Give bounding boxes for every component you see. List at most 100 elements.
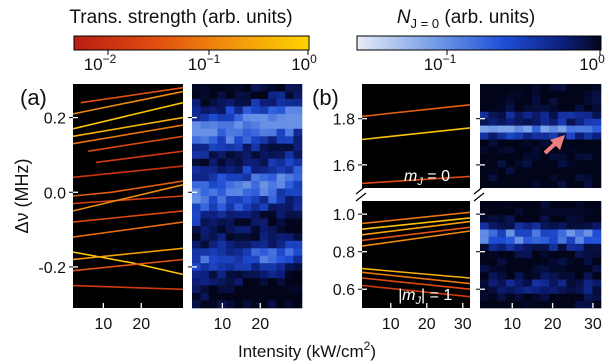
axis-break-marks xyxy=(355,185,604,202)
heatmap-cell xyxy=(285,121,294,130)
heatmap-cell xyxy=(505,160,515,168)
panel-label-b: (b) xyxy=(312,85,339,110)
heatmap-cell xyxy=(480,139,489,147)
heatmap-cell xyxy=(259,248,269,257)
heatmap-cell xyxy=(276,166,286,174)
heatmap-cell xyxy=(505,153,515,161)
heatmap-cell xyxy=(583,300,593,309)
heatmap-cell xyxy=(242,218,252,227)
heatmap-cell xyxy=(575,279,584,287)
heatmap-cell xyxy=(268,240,277,249)
heatmap-cell xyxy=(208,181,218,189)
heatmap-cell xyxy=(540,90,550,99)
heatmap-cell xyxy=(514,174,524,182)
x-tick-label: 10 xyxy=(213,316,231,333)
heatmap-cell xyxy=(592,174,602,182)
heatmap-cell xyxy=(592,167,602,175)
heatmap-cell xyxy=(592,118,602,126)
heatmap-cell xyxy=(592,201,602,209)
heatmap-cell xyxy=(557,90,567,99)
y-tick-label: 1.8 xyxy=(333,112,355,129)
panel-label-a: (a) xyxy=(20,85,47,110)
heatmap-cell xyxy=(575,153,584,161)
heatmap-cell xyxy=(505,258,515,266)
heatmap-cell xyxy=(268,285,277,294)
heatmap-cell xyxy=(225,136,235,145)
transition-line xyxy=(88,135,183,152)
heatmap-cell xyxy=(480,84,489,92)
heatmap-cell xyxy=(505,167,515,175)
heatmap-cell xyxy=(242,106,252,115)
heatmap-cell xyxy=(234,270,244,279)
heatmap-cell xyxy=(285,84,294,92)
heatmap-cell xyxy=(225,84,235,92)
heatmap-cell xyxy=(514,243,524,252)
heatmap-cell xyxy=(285,293,294,301)
transition-line xyxy=(73,195,183,205)
heatmap-cell xyxy=(242,166,252,174)
heatmap-cell xyxy=(200,173,210,182)
heatmap-cell xyxy=(200,181,210,189)
heatmap-cell xyxy=(592,215,602,223)
heatmap-cell xyxy=(268,263,277,271)
heatmap-cell xyxy=(531,181,541,189)
heatmap-cell xyxy=(234,293,244,301)
heatmap-cell xyxy=(531,215,541,223)
heatmap-cell xyxy=(480,132,489,140)
heatmap-cell xyxy=(514,146,524,154)
heatmap-cell xyxy=(575,201,584,209)
heatmap-cell xyxy=(557,146,567,154)
heatmap-cell xyxy=(514,293,524,302)
heatmap-cell xyxy=(225,98,235,107)
heatmap-cell xyxy=(217,91,227,100)
heatmap-cell xyxy=(583,181,593,189)
heatmap-cell xyxy=(488,236,498,245)
heatmap-cell xyxy=(242,293,252,301)
heatmap-cell xyxy=(242,240,252,249)
heatmap-cell xyxy=(259,255,269,264)
heatmap-cell xyxy=(505,90,515,99)
heatmap-cell xyxy=(208,173,218,182)
heatmap-cell xyxy=(566,265,576,273)
heatmap-cell xyxy=(200,106,210,115)
heatmap-cell xyxy=(540,174,550,182)
heatmap-cell xyxy=(592,293,602,302)
heatmap-cell xyxy=(583,160,593,168)
heatmap-cell xyxy=(523,286,533,294)
heatmap-cell xyxy=(225,210,235,219)
heatmap-cell xyxy=(514,167,524,175)
heatmap-cell xyxy=(540,125,550,133)
heatmap-cell xyxy=(557,250,567,259)
heatmap-cell xyxy=(242,151,252,159)
heatmap-cell xyxy=(285,128,294,137)
heatmap-cell xyxy=(505,125,515,133)
heatmap-cell xyxy=(583,153,593,161)
heatmap-cell xyxy=(225,188,235,197)
heatmap-cell xyxy=(234,181,244,189)
heatmap-cell xyxy=(531,132,541,140)
heatmap-cell xyxy=(200,270,210,279)
heatmap-cell xyxy=(557,84,567,92)
heatmap-cell xyxy=(259,173,269,182)
heatmap-cell xyxy=(192,196,201,204)
heatmap-cell xyxy=(208,233,218,242)
heatmap-cell xyxy=(217,151,227,159)
heatmap-cell xyxy=(505,229,515,237)
heatmap-cell xyxy=(217,128,227,137)
heatmap-cell xyxy=(531,174,541,182)
heatmap-cell xyxy=(575,258,584,266)
heatmap-cell xyxy=(285,255,294,264)
heatmap-cell xyxy=(242,136,252,145)
heatmap-cell xyxy=(566,84,576,92)
heatmap-cell xyxy=(276,285,286,294)
heatmap-cell xyxy=(268,278,277,286)
heatmap-cell xyxy=(200,128,210,137)
heatmap-cell xyxy=(488,160,498,168)
heatmap-cell xyxy=(514,104,524,112)
heatmap-cell xyxy=(285,218,294,227)
heatmap-cell xyxy=(208,293,218,301)
heatmap-cell xyxy=(575,181,584,189)
heatmap-cell xyxy=(268,255,277,264)
heatmap-cell xyxy=(276,151,286,159)
y-tick-label: 1.6 xyxy=(333,158,355,175)
